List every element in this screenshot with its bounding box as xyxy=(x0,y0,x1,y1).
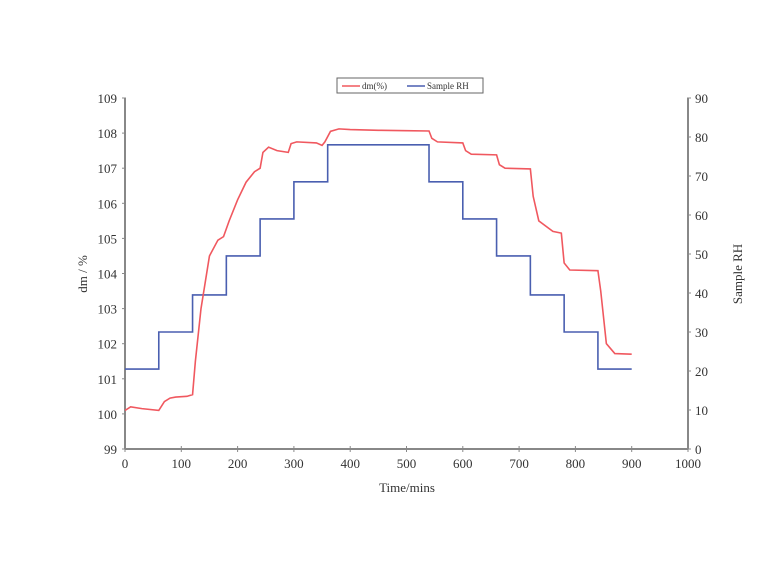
y2-tick-label: 90 xyxy=(695,91,708,106)
y2-tick-label: 60 xyxy=(695,208,708,223)
y-tick-label: 109 xyxy=(98,91,118,106)
x-tick-label: 600 xyxy=(453,456,473,471)
axis-tick-labels: 0 100 200 300 400 500 600 700 800 900 100099100101… xyxy=(98,91,709,471)
x-tick-label: 800 xyxy=(566,456,586,471)
y-tick-label: 104 xyxy=(98,267,118,282)
axis-ticks xyxy=(122,97,691,452)
series-sample-rh xyxy=(125,144,632,370)
y2-tick-label: 50 xyxy=(695,247,708,262)
y2-tick-label: 0 xyxy=(695,442,702,457)
y-tick-label: 106 xyxy=(98,196,118,211)
y-tick-label: 102 xyxy=(98,337,118,352)
y-tick-label: 103 xyxy=(98,302,118,317)
legend-label-rh: Sample RH xyxy=(427,81,469,91)
x-tick-label: 100 xyxy=(172,456,192,471)
legend-label-dm: dm(%) xyxy=(362,81,387,91)
y2-tick-label: 40 xyxy=(695,286,708,301)
y2-tick-label: 80 xyxy=(695,130,708,145)
legend: dm(%) Sample RH xyxy=(336,77,484,94)
x-tick-label: 1000 xyxy=(675,456,701,471)
y-tick-label: 107 xyxy=(98,161,118,176)
y2-tick-label: 70 xyxy=(695,169,708,184)
x-tick-label: 500 xyxy=(397,456,417,471)
y-tick-label: 108 xyxy=(98,126,118,141)
y-tick-label: 105 xyxy=(98,231,118,246)
y-tick-label: 99 xyxy=(104,442,117,457)
series-dm xyxy=(124,128,632,412)
y-axis-title: dm / % xyxy=(75,255,90,293)
y2-tick-label: 10 xyxy=(695,403,708,418)
y2-tick-label: 20 xyxy=(695,364,708,379)
y-tick-label: 101 xyxy=(98,372,118,387)
x-tick-label: 0 xyxy=(122,456,129,471)
x-tick-label: 200 xyxy=(228,456,248,471)
x-axis-title: Time/mins xyxy=(379,480,435,495)
x-tick-label: 300 xyxy=(284,456,304,471)
x-tick-label: 700 xyxy=(509,456,529,471)
y2-axis-title: Sample RH xyxy=(730,244,745,304)
x-tick-label: 900 xyxy=(622,456,642,471)
y2-tick-label: 30 xyxy=(695,325,708,340)
y-tick-label: 100 xyxy=(98,407,118,422)
x-tick-label: 400 xyxy=(340,456,360,471)
